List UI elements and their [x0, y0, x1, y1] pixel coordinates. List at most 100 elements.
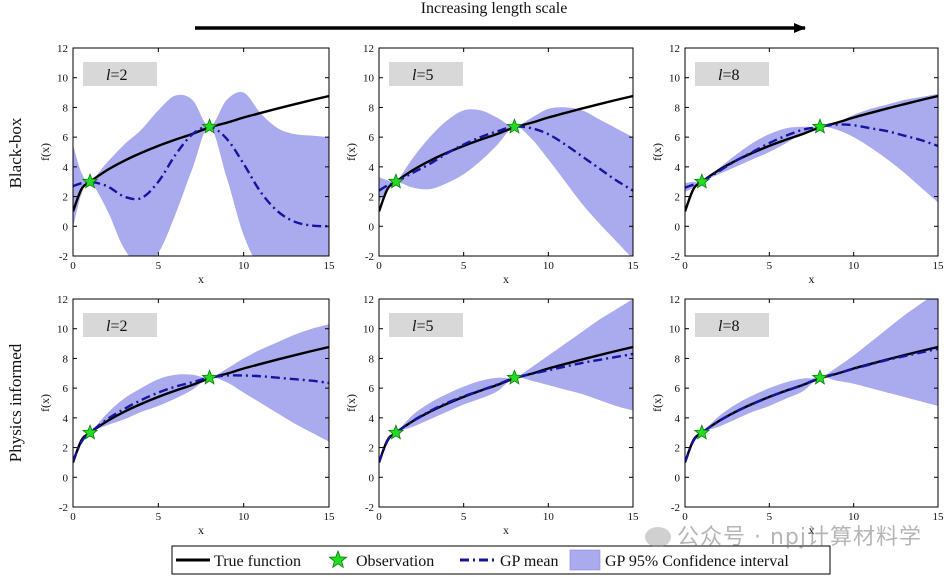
x-tick-label: 15	[628, 260, 640, 272]
x-tick-label: 0	[376, 511, 382, 523]
length-scale-box	[83, 62, 157, 86]
true-function-line	[379, 94, 633, 212]
gp-mean-line	[685, 123, 938, 189]
x-axis-label: x	[809, 272, 815, 286]
y-tick-label: 8	[369, 353, 375, 365]
y-tick-label: -2	[59, 251, 68, 263]
x-tick-label: 10	[238, 511, 250, 523]
y-tick-label: 4	[675, 413, 681, 425]
y-tick-label: 2	[63, 443, 69, 455]
x-tick-label: 10	[238, 260, 250, 272]
x-tick-label: 5	[461, 511, 467, 523]
x-tick-label: 15	[933, 511, 945, 523]
x-tick-label: 10	[848, 260, 860, 272]
y-tick-label: 10	[57, 324, 69, 336]
x-axis-label: x	[503, 272, 509, 286]
length-scale-label: l=8	[718, 67, 739, 84]
axes-frame	[72, 47, 330, 257]
y-tick-label: 12	[669, 294, 680, 306]
x-tick-label: 15	[628, 511, 640, 523]
x-axis-label: x	[503, 523, 509, 537]
observation-point	[693, 173, 711, 189]
legend-star-shape	[328, 549, 348, 569]
y-tick-label: 8	[63, 102, 69, 114]
confidence-band	[379, 107, 633, 256]
y-tick-label: 0	[369, 221, 375, 233]
axes-frame	[72, 298, 330, 508]
y-tick-label: 6	[63, 132, 69, 144]
x-tick-label: 5	[461, 260, 467, 272]
y-tick-label: 0	[63, 221, 69, 233]
length-scale-label: l=5	[412, 318, 433, 335]
observation-point	[387, 424, 405, 440]
gp-mean-line	[73, 125, 329, 228]
y-tick-label: 8	[675, 102, 681, 114]
axes-frame	[378, 47, 634, 257]
observation-point	[811, 118, 829, 134]
y-tick-label: 10	[669, 73, 681, 85]
y-axis-label: f(x)	[650, 394, 664, 412]
x-tick-label: 15	[324, 511, 336, 523]
observation-point	[693, 424, 711, 440]
x-axis-label: x	[198, 272, 204, 286]
x-tick-label: 5	[156, 260, 162, 272]
row-label-black-box: Black-box	[6, 117, 25, 188]
axes-frame	[684, 298, 939, 508]
legend-observation-label: Observation	[356, 553, 434, 570]
y-axis-label: f(x)	[38, 394, 52, 412]
y-tick-label: 2	[369, 192, 375, 204]
y-tick-label: 12	[669, 43, 680, 55]
legend-true-function-label: True function	[214, 553, 301, 570]
y-tick-label: -2	[671, 251, 680, 263]
y-axis-label: f(x)	[650, 143, 664, 161]
confidence-band	[685, 94, 938, 203]
axes-frame	[378, 298, 634, 508]
y-tick-label: 10	[363, 73, 375, 85]
watermark: 公众号 · npj计算材料学	[644, 519, 922, 551]
confidence-band	[73, 91, 329, 256]
x-tick-label: 15	[324, 260, 336, 272]
y-tick-label: 6	[369, 383, 375, 395]
x-tick-label: 10	[848, 511, 860, 523]
y-tick-label: 8	[675, 353, 681, 365]
y-tick-label: 8	[63, 353, 69, 365]
y-tick-label: 0	[675, 221, 681, 233]
observation-point	[201, 118, 218, 134]
y-tick-label: 4	[369, 413, 375, 425]
length-scale-box	[83, 313, 157, 337]
y-axis-label: f(x)	[344, 143, 358, 161]
y-tick-label: 12	[363, 294, 374, 306]
x-tick-label: 0	[682, 260, 688, 272]
gp-mean-line	[685, 347, 938, 463]
observation-point	[506, 118, 523, 134]
length-scale-label: l=5	[412, 67, 433, 84]
y-tick-label: 2	[369, 443, 375, 455]
length-scale-label: l=8	[718, 318, 739, 335]
x-tick-label: 0	[682, 511, 688, 523]
y-tick-label: 8	[369, 102, 375, 114]
y-tick-label: 4	[63, 413, 69, 425]
x-tick-label: 5	[156, 511, 162, 523]
x-tick-label: 10	[543, 260, 555, 272]
y-tick-label: 0	[369, 472, 375, 484]
row-label-physics-informed: Physics informed	[6, 343, 25, 462]
gp-mean-line	[379, 125, 633, 192]
x-tick-label: 0	[376, 260, 382, 272]
y-tick-label: 6	[63, 383, 69, 395]
confidence-band	[73, 324, 329, 463]
y-tick-label: -2	[671, 502, 680, 514]
observation-point	[506, 369, 523, 385]
watermark-text: 公众号 · npj计算材料学	[676, 525, 922, 550]
y-tick-label: 6	[675, 132, 681, 144]
x-tick-label: 5	[767, 511, 773, 523]
y-tick-label: 4	[675, 162, 681, 174]
length-scale-box	[695, 62, 769, 86]
length-scale-label: l=2	[106, 318, 127, 335]
